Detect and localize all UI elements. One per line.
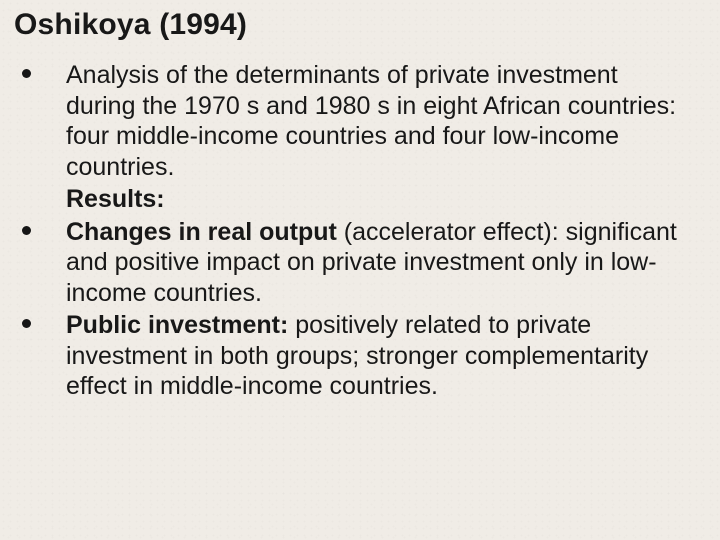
list-item-text: Analysis of the determinants of private …	[66, 60, 694, 182]
slide: Oshikoya (1994) Analysis of the determin…	[0, 0, 720, 540]
text-span: Changes in real output	[66, 218, 344, 246]
bullet-icon	[14, 60, 66, 78]
list-item-text: Changes in real output (accelerator effe…	[66, 217, 694, 309]
slide-title: Oshikoya (1994)	[14, 8, 694, 42]
text-span: Results:	[66, 185, 165, 213]
list-item: Public investment: positively related to…	[14, 310, 694, 402]
list-item: Analysis of the determinants of private …	[14, 60, 694, 182]
list-item: Results:	[14, 184, 694, 215]
list-item-text: Results:	[66, 184, 694, 215]
list-item-text: Public investment: positively related to…	[66, 310, 694, 402]
text-span: Public investment:	[66, 311, 295, 339]
bullet-icon	[14, 310, 66, 328]
slide-body: Analysis of the determinants of private …	[14, 60, 694, 402]
list-item: Changes in real output (accelerator effe…	[14, 217, 694, 309]
bullet-icon	[14, 217, 66, 235]
bullet-spacer	[14, 184, 66, 193]
text-span: Analysis of the determinants of private …	[66, 61, 676, 181]
